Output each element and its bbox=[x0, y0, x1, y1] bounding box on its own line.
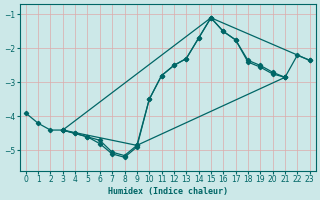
X-axis label: Humidex (Indice chaleur): Humidex (Indice chaleur) bbox=[108, 187, 228, 196]
